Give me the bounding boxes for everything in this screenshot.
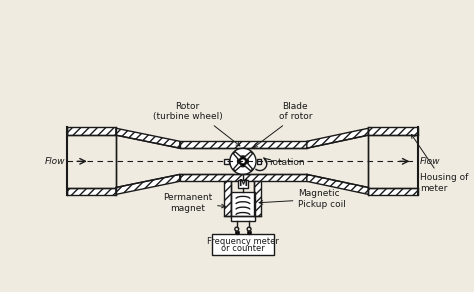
Polygon shape <box>233 163 242 171</box>
Text: Frequency meter: Frequency meter <box>207 237 279 246</box>
Polygon shape <box>66 127 116 135</box>
Polygon shape <box>180 174 307 181</box>
Polygon shape <box>225 181 231 216</box>
Text: Housing of
meter: Housing of meter <box>411 135 468 193</box>
Polygon shape <box>66 187 116 195</box>
Text: Rotor
(turbine wheel): Rotor (turbine wheel) <box>153 102 240 146</box>
Text: Blade
of rotor: Blade of rotor <box>254 102 312 147</box>
Circle shape <box>241 159 245 164</box>
Text: M: M <box>238 179 247 188</box>
Polygon shape <box>233 152 242 160</box>
Text: Flow: Flow <box>420 157 440 166</box>
Bar <box>235 231 239 234</box>
Polygon shape <box>368 127 419 135</box>
Bar <box>212 234 273 255</box>
Polygon shape <box>255 181 261 216</box>
Polygon shape <box>244 163 253 171</box>
Bar <box>257 159 261 164</box>
Circle shape <box>237 156 248 167</box>
Text: or counter: or counter <box>221 244 265 253</box>
Text: Flow: Flow <box>45 157 65 166</box>
Bar <box>231 192 255 221</box>
Bar <box>225 159 229 164</box>
Bar <box>247 231 251 234</box>
Bar <box>237 180 248 187</box>
Text: rotation: rotation <box>269 158 305 167</box>
Polygon shape <box>244 152 253 160</box>
Polygon shape <box>116 128 180 148</box>
Polygon shape <box>307 128 368 148</box>
Polygon shape <box>180 141 307 148</box>
Polygon shape <box>116 174 180 194</box>
Text: Permanent
magnet: Permanent magnet <box>163 193 225 213</box>
Polygon shape <box>368 187 419 195</box>
Text: Magnetic
Pickup coil: Magnetic Pickup coil <box>259 189 346 209</box>
Circle shape <box>230 148 256 174</box>
Polygon shape <box>307 174 368 194</box>
